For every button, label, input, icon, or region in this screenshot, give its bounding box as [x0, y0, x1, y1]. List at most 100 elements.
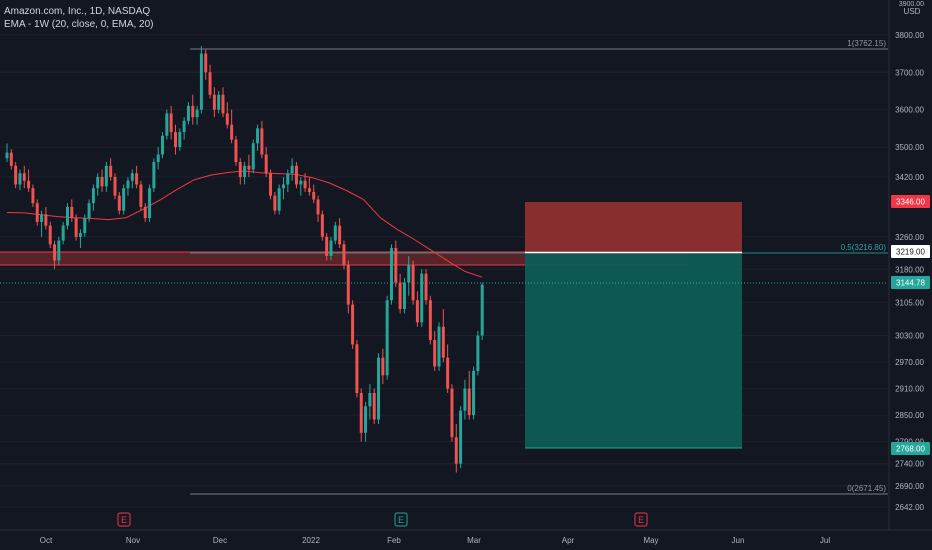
earnings-marker-3[interactable]: E	[634, 512, 648, 527]
candle[interactable]	[286, 169, 290, 192]
candle[interactable]	[277, 184, 281, 215]
candle[interactable]	[221, 87, 225, 118]
candle[interactable]	[53, 240, 57, 270]
candle[interactable]	[467, 370, 471, 420]
candle[interactable]	[191, 94, 195, 125]
candle[interactable]	[18, 169, 22, 191]
candle[interactable]	[428, 295, 432, 345]
candle[interactable]	[476, 331, 480, 376]
candle[interactable]	[312, 184, 316, 204]
stop-loss-zone[interactable]	[525, 202, 742, 252]
candle[interactable]	[351, 300, 355, 349]
candle[interactable]	[389, 244, 393, 305]
candle[interactable]	[433, 331, 437, 371]
candle[interactable]	[186, 102, 190, 125]
candle[interactable]	[256, 124, 260, 151]
candle[interactable]	[381, 348, 385, 385]
candle[interactable]	[9, 148, 13, 170]
candle[interactable]	[273, 191, 277, 215]
earnings-marker-1[interactable]: E	[117, 512, 131, 527]
candle[interactable]	[368, 384, 372, 420]
candle[interactable]	[372, 388, 376, 424]
candle[interactable]	[294, 162, 298, 189]
candle[interactable]	[122, 184, 126, 215]
candle[interactable]	[100, 169, 104, 192]
candle[interactable]	[126, 176, 130, 196]
candle[interactable]	[333, 221, 337, 245]
candle[interactable]	[446, 344, 450, 394]
candle[interactable]	[182, 117, 186, 140]
candle[interactable]	[394, 240, 398, 287]
candle[interactable]	[264, 147, 268, 177]
candle[interactable]	[243, 162, 247, 185]
candle[interactable]	[415, 291, 419, 327]
candle[interactable]	[480, 282, 484, 340]
candle[interactable]	[346, 260, 350, 314]
candle[interactable]	[355, 339, 359, 398]
candle[interactable]	[83, 214, 87, 237]
candle[interactable]	[377, 353, 381, 424]
candle[interactable]	[199, 46, 203, 114]
candle[interactable]	[463, 379, 467, 420]
candle[interactable]	[303, 173, 307, 192]
candle[interactable]	[217, 90, 221, 114]
take-profit-zone[interactable]	[525, 253, 742, 448]
candle[interactable]	[251, 139, 255, 174]
candle[interactable]	[169, 105, 173, 140]
candle[interactable]	[441, 309, 445, 363]
candle[interactable]	[70, 199, 74, 222]
candle[interactable]	[148, 184, 152, 222]
candle[interactable]	[407, 256, 411, 296]
candle[interactable]	[420, 269, 424, 327]
candle[interactable]	[27, 169, 31, 192]
candle[interactable]	[411, 260, 415, 305]
candle[interactable]	[178, 128, 182, 151]
candle[interactable]	[398, 273, 402, 314]
candle[interactable]	[44, 206, 48, 230]
candle[interactable]	[57, 236, 61, 265]
candle[interactable]	[342, 240, 346, 270]
symbol-title[interactable]: Amazon.com, Inc., 1D, NASDAQ	[4, 6, 151, 17]
candle[interactable]	[35, 199, 39, 226]
candle[interactable]	[156, 147, 160, 170]
candle[interactable]	[238, 158, 242, 185]
candle[interactable]	[61, 221, 65, 245]
candle[interactable]	[459, 406, 463, 469]
candle[interactable]	[234, 135, 238, 166]
candle[interactable]	[329, 236, 333, 261]
candle[interactable]	[5, 143, 9, 163]
candle[interactable]	[260, 120, 264, 159]
candle[interactable]	[40, 210, 44, 237]
candle[interactable]	[320, 210, 324, 241]
candle[interactable]	[364, 401, 368, 442]
candle[interactable]	[402, 278, 406, 314]
price-axis[interactable]: 3900.00 USD 3800.00 3700.00 3600.00 3500.00…	[888, 0, 932, 550]
candle[interactable]	[290, 158, 294, 181]
candle[interactable]	[269, 169, 273, 200]
candle[interactable]	[385, 295, 389, 380]
candle[interactable]	[173, 124, 177, 155]
candle[interactable]	[437, 322, 441, 371]
candle[interactable]	[87, 199, 91, 222]
candle[interactable]	[325, 233, 329, 261]
candle[interactable]	[161, 132, 165, 159]
candle[interactable]	[247, 154, 251, 177]
candle[interactable]	[472, 366, 476, 420]
candle[interactable]	[212, 87, 216, 118]
candle[interactable]	[31, 184, 35, 207]
candle[interactable]	[338, 218, 342, 249]
candle[interactable]	[454, 423, 458, 473]
candle[interactable]	[96, 173, 100, 196]
candle[interactable]	[65, 203, 69, 230]
candle[interactable]	[208, 64, 212, 99]
earnings-marker-2[interactable]: E	[394, 512, 408, 527]
candle[interactable]	[450, 384, 454, 442]
candle[interactable]	[152, 158, 156, 192]
candle[interactable]	[359, 388, 363, 442]
indicator-title[interactable]: EMA - 1W (20, close, 0, EMA, 20)	[4, 18, 154, 30]
candle[interactable]	[14, 162, 18, 189]
candle[interactable]	[117, 191, 121, 215]
candle[interactable]	[78, 229, 82, 249]
candle[interactable]	[143, 203, 147, 222]
